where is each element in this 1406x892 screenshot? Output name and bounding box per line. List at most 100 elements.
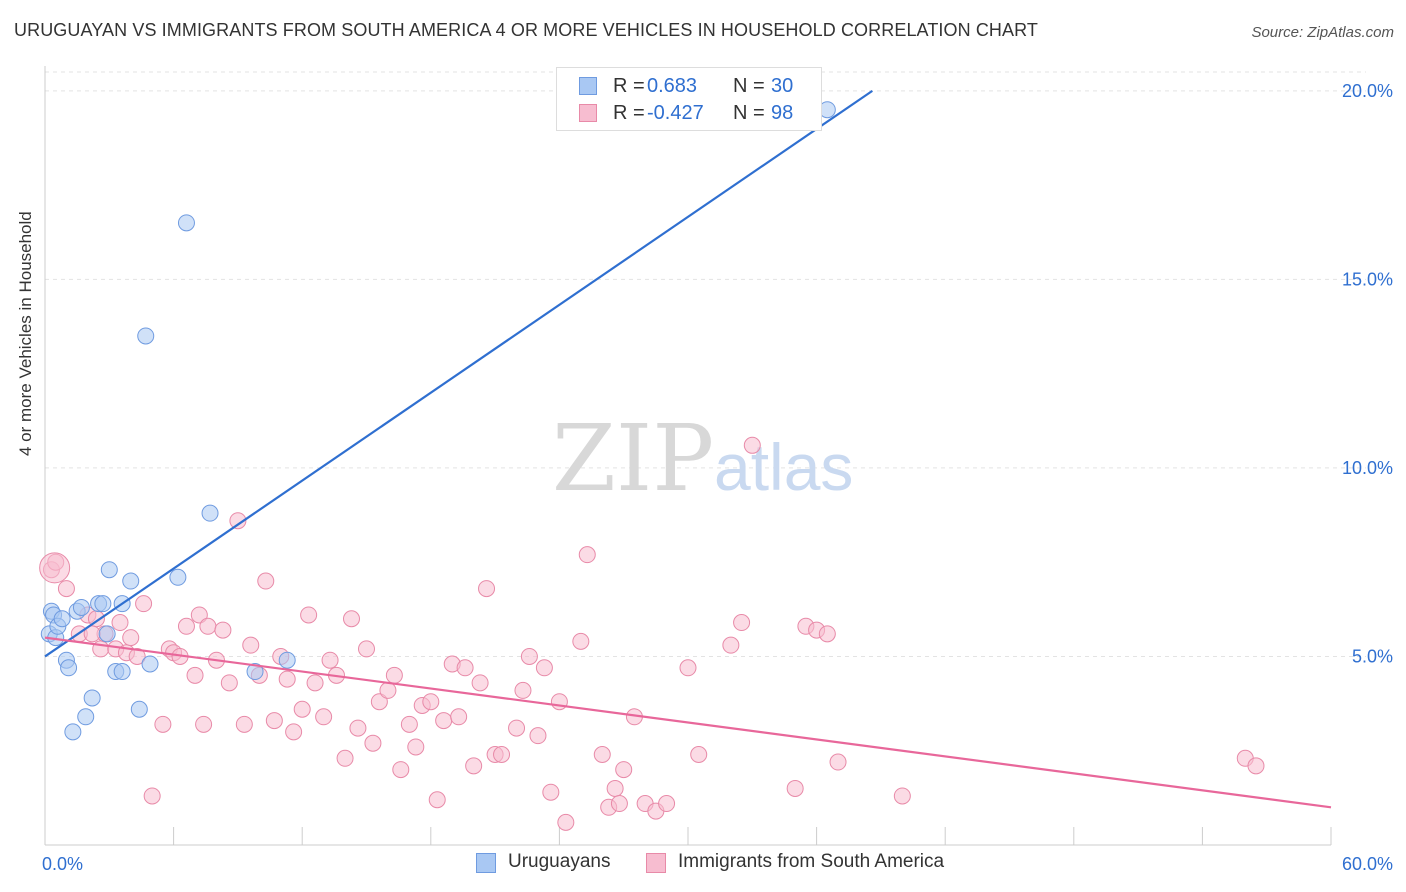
point-immigrants	[593, 746, 611, 764]
point-immigrants	[615, 761, 633, 779]
legend-swatch-pink	[579, 104, 597, 122]
point-uruguayans	[201, 504, 219, 522]
point-immigrants	[300, 606, 318, 624]
chart-title: URUGUAYAN VS IMMIGRANTS FROM SOUTH AMERI…	[14, 20, 1038, 40]
point-immigrants-large	[39, 552, 71, 584]
legend-swatch-blue	[476, 853, 496, 873]
point-uruguayans	[130, 700, 148, 718]
point-uruguayans	[169, 568, 187, 586]
point-immigrants	[122, 629, 140, 647]
point-immigrants	[190, 606, 208, 624]
point-immigrants	[199, 617, 217, 635]
point-immigrants	[278, 670, 296, 688]
point-immigrants	[610, 795, 628, 813]
y-tick-label: 10.0%	[1342, 458, 1393, 478]
point-immigrants	[400, 715, 418, 733]
watermark-atlas: atlas	[714, 430, 853, 504]
point-uruguayans	[177, 214, 195, 232]
point-immigrants	[435, 712, 453, 730]
y-tick-label: 20.0%	[1342, 81, 1393, 101]
point-immigrants	[128, 647, 146, 665]
point-immigrants	[520, 647, 538, 665]
legend-r-value: -0.427	[647, 102, 704, 124]
point-uruguayans	[83, 689, 101, 707]
trend-line-immigrants	[44, 636, 1332, 809]
point-immigrants	[293, 700, 311, 718]
point-immigrants	[143, 787, 161, 805]
point-uruguayans	[72, 598, 90, 616]
point-immigrants	[478, 580, 496, 598]
point-immigrants	[733, 614, 751, 632]
point-immigrants	[186, 666, 204, 684]
point-immigrants	[557, 813, 575, 831]
point-immigrants	[471, 674, 489, 692]
watermark-zip: ZIP	[552, 405, 714, 512]
source-label: Source: ZipAtlas.com	[1251, 24, 1394, 41]
point-uruguayans	[137, 327, 155, 345]
point-immigrants	[535, 659, 553, 677]
legend-label: Immigrants from South America	[678, 851, 945, 872]
point-immigrants	[342, 610, 360, 628]
legend-swatch-blue	[579, 77, 597, 95]
legend-swatch-pink	[646, 853, 666, 873]
point-immigrants	[257, 572, 275, 590]
point-immigrants	[265, 712, 283, 730]
legend-n-value: 98	[771, 102, 794, 124]
point-uruguayans	[141, 655, 159, 673]
legend-n-label: N =	[733, 102, 765, 124]
point-immigrants	[450, 708, 468, 726]
point-immigrants	[306, 674, 324, 692]
point-immigrants	[743, 436, 761, 454]
point-immigrants	[508, 719, 526, 737]
legend-label: Uruguayans	[508, 851, 611, 872]
point-immigrants	[428, 791, 446, 809]
point-immigrants	[220, 674, 238, 692]
point-immigrants	[177, 617, 195, 635]
watermark: ZIP atlas	[552, 405, 853, 512]
point-immigrants	[456, 659, 474, 677]
point-uruguayans	[98, 625, 116, 643]
point-uruguayans	[53, 610, 71, 628]
point-uruguayans	[100, 561, 118, 579]
trend-lines	[44, 89, 1332, 809]
point-immigrants	[722, 636, 740, 654]
point-immigrants	[542, 783, 560, 801]
series-immigrants-points	[39, 436, 1265, 831]
legend-r-label: R =	[613, 102, 645, 124]
x-tick-label-max: 60.0%	[1342, 854, 1393, 874]
point-immigrants	[336, 749, 354, 767]
point-immigrants	[493, 746, 511, 764]
point-uruguayans	[122, 572, 140, 590]
point-immigrants	[57, 580, 75, 598]
trend-line-uruguayans	[44, 89, 873, 658]
point-immigrants	[690, 746, 708, 764]
point-immigrants	[321, 651, 339, 669]
point-immigrants	[154, 715, 172, 733]
axes	[44, 66, 1332, 846]
point-immigrants	[529, 727, 547, 745]
point-uruguayans	[60, 659, 78, 677]
gridlines	[45, 71, 1366, 657]
x-tick-label-min: 0.0%	[42, 854, 83, 874]
series-legend: Uruguayans Immigrants from South America	[0, 851, 1406, 879]
series-uruguayans-points	[40, 101, 836, 741]
legend-r-label: R =	[613, 75, 645, 97]
point-immigrants	[111, 614, 129, 632]
point-immigrants	[229, 512, 247, 530]
correlation-legend: R = 0.683 N = 30 R = -0.427 N = 98	[556, 67, 822, 131]
point-immigrants	[578, 546, 596, 564]
point-immigrants	[658, 795, 676, 813]
point-immigrants	[407, 738, 425, 756]
point-immigrants	[514, 681, 532, 699]
point-immigrants	[285, 723, 303, 741]
point-immigrants	[679, 659, 697, 677]
y-tick-label: 5.0%	[1352, 646, 1393, 666]
point-immigrants	[358, 640, 375, 658]
point-uruguayans	[94, 595, 112, 613]
point-immigrants	[315, 708, 333, 726]
point-uruguayans	[278, 651, 296, 669]
point-uruguayans	[64, 723, 82, 741]
point-immigrants	[818, 625, 836, 643]
tick-labels: 5.0% 10.0% 15.0% 20.0% 0.0% 60.0%	[42, 81, 1393, 874]
